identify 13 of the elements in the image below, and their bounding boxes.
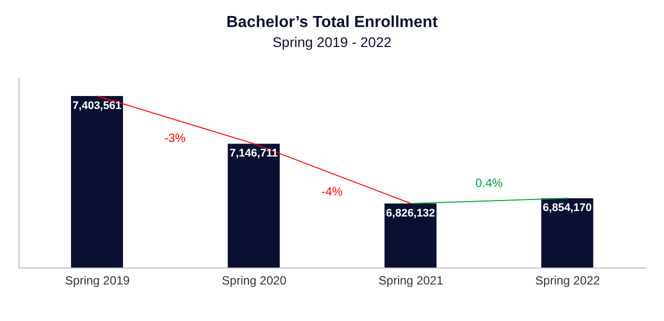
annotation: -3%	[164, 130, 186, 145]
x-tick-label: Spring 2021	[378, 274, 444, 288]
data-label: 6,826,132	[386, 207, 435, 220]
x-tick-label: Spring 2020	[222, 274, 287, 288]
x-tick-label: Spring 2019	[65, 274, 130, 288]
data-label: 7,146,711	[230, 148, 278, 160]
annotation: 0.4%	[475, 176, 503, 190]
data-label: 6,854,170	[542, 202, 592, 214]
x-tick-label: Spring 2022	[535, 274, 600, 288]
chart-subtitle: Spring 2019 - 2022	[271, 34, 393, 50]
annotation: -4%	[321, 184, 343, 199]
data-label: 7,403,561	[72, 100, 122, 112]
chart-title: Bachelor’s Total Enrollment	[225, 14, 439, 32]
